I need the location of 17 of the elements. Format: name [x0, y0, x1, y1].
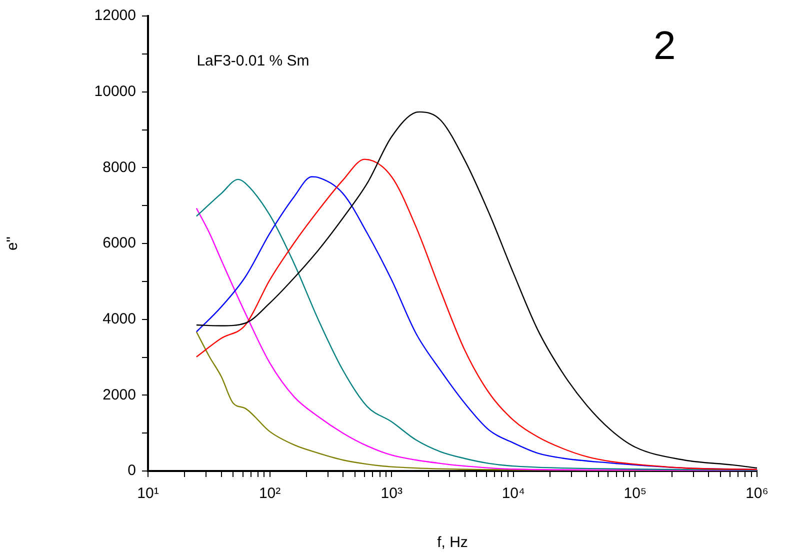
x-tick-label: 10⁶ — [746, 485, 768, 502]
y-tick-label: 12000 — [94, 7, 136, 24]
x-axis-title: f, Hz — [437, 534, 468, 552]
y-tick-label: 0 — [128, 462, 136, 480]
y-axis-title: e'' — [4, 236, 22, 251]
x-tick-label: 10¹ — [137, 485, 159, 502]
y-tick-label: 8000 — [102, 158, 136, 176]
x-tick-label: 10³ — [380, 485, 402, 502]
y-tick-label: 4000 — [102, 310, 136, 328]
annotation: LaF3-0.01 % Sm — [196, 52, 310, 70]
x-tick-label: 10² — [258, 485, 281, 502]
x-tick-label: 10⁵ — [624, 485, 647, 502]
y-tick-label: 10000 — [94, 82, 136, 100]
annotation: 2 — [653, 24, 676, 68]
y-tick-label: 2000 — [102, 386, 136, 404]
y-tick-label: 6000 — [102, 234, 136, 252]
x-tick-label: 10⁴ — [502, 485, 525, 502]
